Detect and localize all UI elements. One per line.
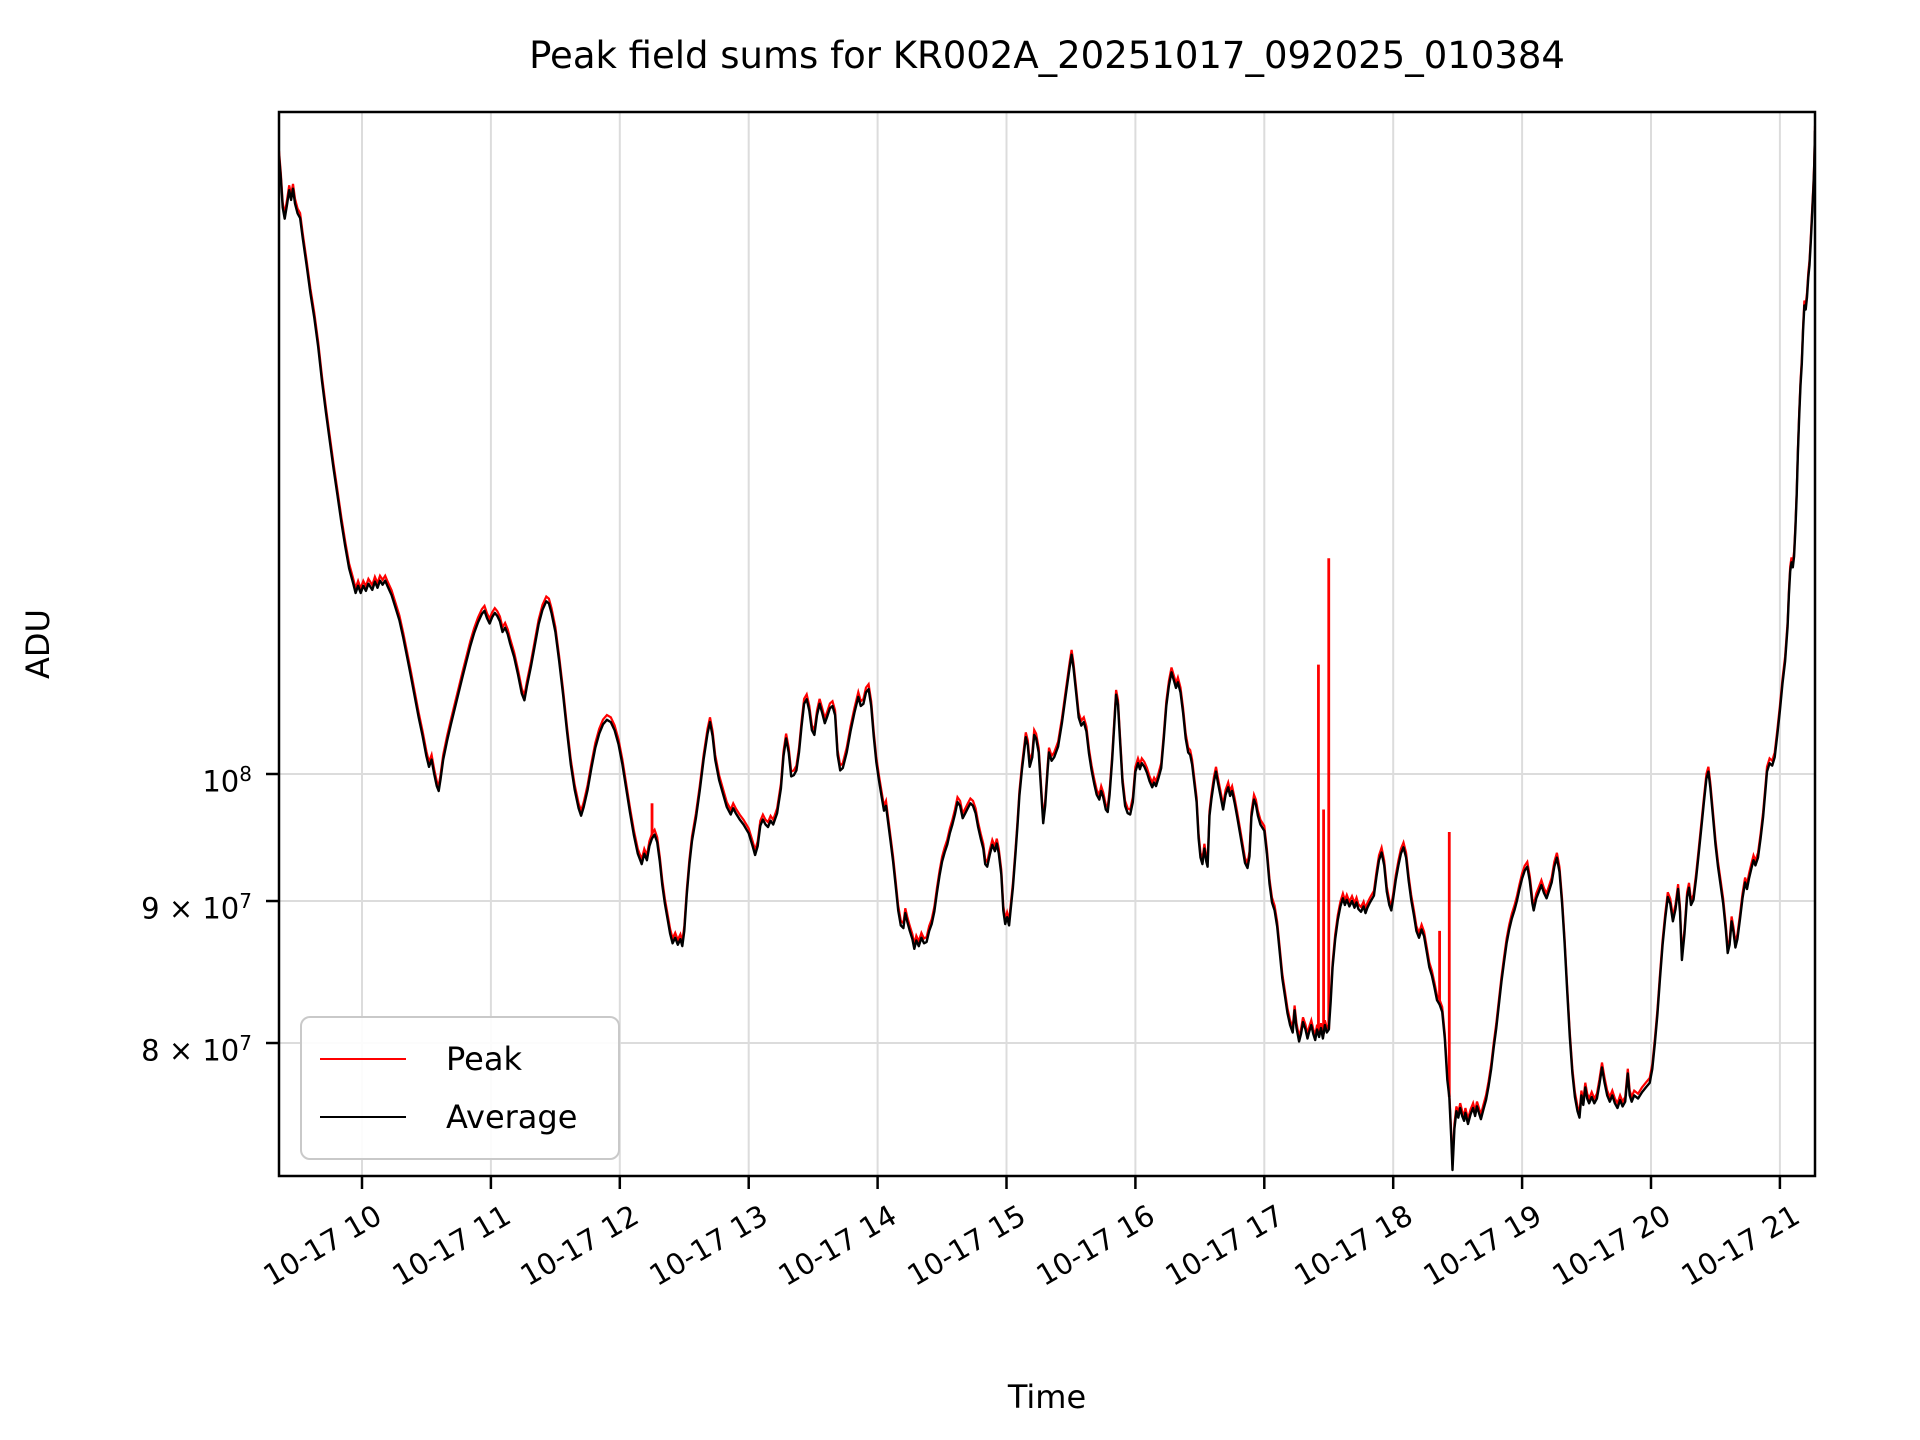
y-tick-label: 9 × 107 bbox=[141, 889, 252, 926]
x-axis-label: Time bbox=[1007, 1378, 1087, 1416]
legend-item-peak: Peak bbox=[302, 1040, 618, 1078]
legend-item-average: Average bbox=[302, 1098, 618, 1136]
y-tick-label: 108 bbox=[202, 762, 252, 799]
legend: Peak Average bbox=[300, 1016, 620, 1160]
peak-line-swatch bbox=[320, 1058, 406, 1060]
average-series-line bbox=[279, 130, 1815, 1172]
y-tick-label: 8 × 107 bbox=[141, 1031, 252, 1068]
plot-frame bbox=[277, 110, 1817, 1178]
chart-title: Peak field sums for KR002A_20251017_0920… bbox=[529, 34, 1565, 77]
average-line-swatch bbox=[320, 1116, 406, 1118]
tick-marks bbox=[266, 772, 1782, 1189]
legend-label-average: Average bbox=[446, 1098, 578, 1136]
y-axis-label: ADU bbox=[19, 609, 57, 679]
legend-label-peak: Peak bbox=[446, 1040, 522, 1078]
peak-series-line bbox=[279, 125, 1815, 1166]
